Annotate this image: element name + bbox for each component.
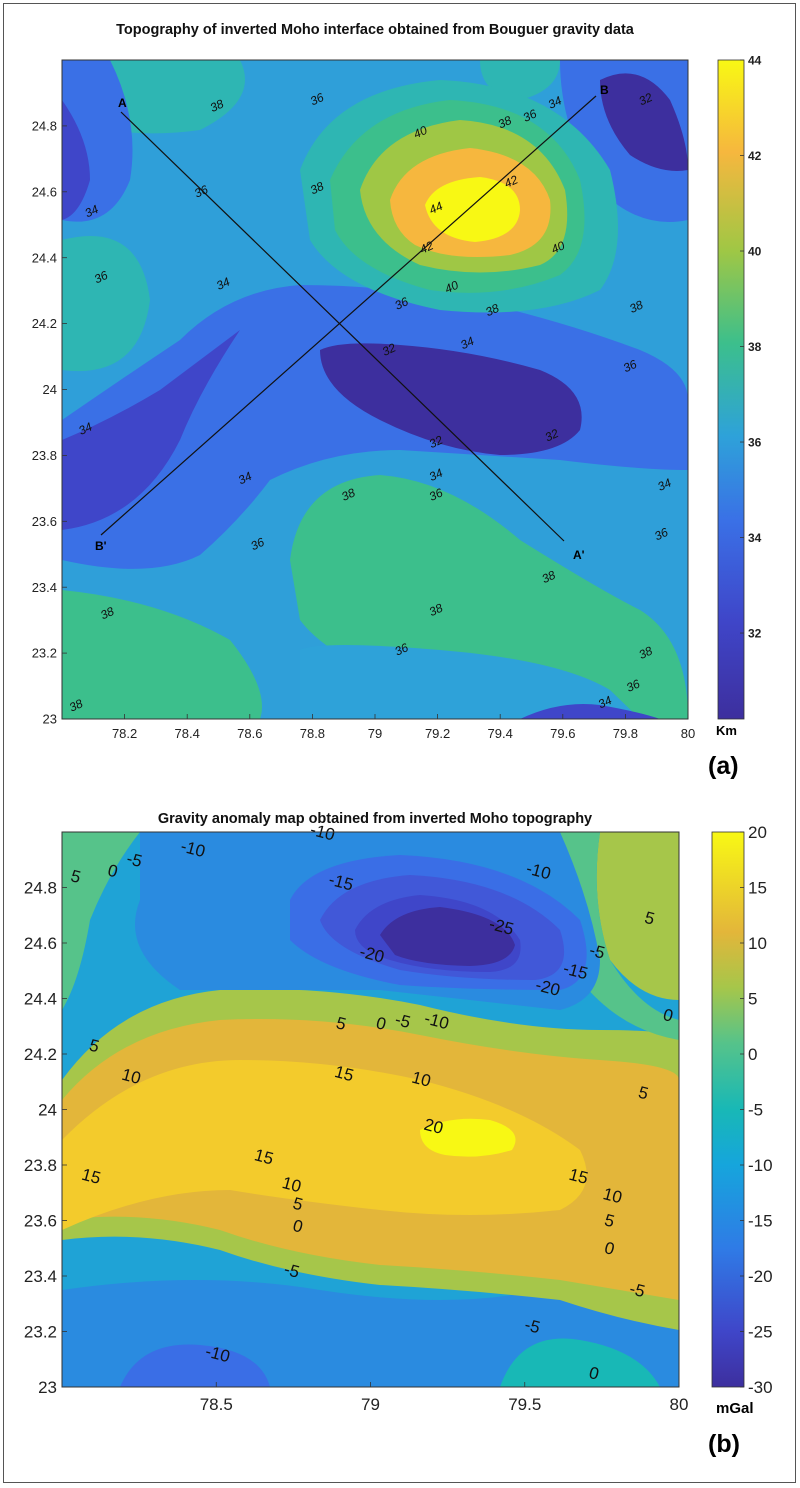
contour-label: 44 bbox=[427, 199, 445, 217]
contour-label: 38 bbox=[627, 297, 645, 315]
contour-label: 36 bbox=[427, 485, 445, 503]
x-tick-label: 79.8 bbox=[613, 726, 638, 741]
contour-label: 34 bbox=[458, 334, 476, 352]
panel-b-label: (b) bbox=[708, 1430, 740, 1458]
panel-a-contour-fill bbox=[62, 60, 688, 719]
contour-label: 34 bbox=[76, 419, 94, 437]
y-tick-label: 24.6 bbox=[32, 184, 57, 199]
y-tick-label: 23.6 bbox=[32, 514, 57, 529]
contour-label: 38 bbox=[637, 643, 655, 661]
panel-a-x-ticks: 78.2 78.4 78.6 78.8 79 79.2 79.4 79.6 79.8 80 bbox=[112, 714, 695, 741]
profile-b-end-label: B' bbox=[95, 539, 107, 553]
contour-label: 34 bbox=[596, 693, 614, 711]
y-tick-label: 24.8 bbox=[32, 118, 57, 133]
y-tick-label: 24.4 bbox=[32, 250, 57, 265]
contour-label: 36 bbox=[392, 640, 410, 658]
profile-a-line bbox=[120, 111, 565, 542]
panel-a-y-ticks: 23 23.2 23.4 23.6 23.8 24 24.2 24.4 24.6 24.8 bbox=[32, 118, 67, 727]
x-tick-label: 78.6 bbox=[237, 726, 262, 741]
x-tick-label: 78.2 bbox=[112, 726, 137, 741]
x-tick-label: 79.2 bbox=[425, 726, 450, 741]
x-tick-label: 78.4 bbox=[175, 726, 200, 741]
contour-label: 38 bbox=[496, 113, 514, 131]
panel-a-title: Topography of inverted Moho interface ob… bbox=[116, 22, 634, 38]
contour-label: 40 bbox=[411, 123, 429, 141]
x-tick-label: 79.4 bbox=[488, 726, 513, 741]
colorbar-tick-label: 36 bbox=[748, 436, 762, 450]
contour-label: 34 bbox=[214, 274, 232, 292]
panel-b-title: Gravity anomaly map obtained from invert… bbox=[157, 811, 593, 827]
contour-label: 32 bbox=[637, 90, 655, 108]
contour-label: 34 bbox=[427, 466, 445, 484]
contour-label: 36 bbox=[192, 182, 210, 200]
contour-label: 34 bbox=[655, 475, 673, 493]
x-tick-label: 79.6 bbox=[550, 726, 575, 741]
contour-label: 36 bbox=[92, 268, 110, 286]
colorbar-a-unit: Km bbox=[716, 723, 737, 738]
contour-label: 40 bbox=[549, 238, 567, 256]
contour-label: 34 bbox=[83, 202, 101, 220]
colorbar-tick-label: 44 bbox=[748, 54, 762, 68]
contour-label: 38 bbox=[98, 604, 116, 622]
contour-label: 42 bbox=[418, 238, 436, 256]
contour-label: 38 bbox=[67, 696, 85, 714]
contour-label: 36 bbox=[652, 525, 670, 543]
profile-a-end-label: A' bbox=[573, 548, 585, 562]
contour-label: 34 bbox=[236, 469, 254, 487]
colorbar-b-unit: mGal bbox=[716, 1400, 754, 1417]
x-tick-label: 80 bbox=[681, 726, 695, 741]
contour-label: 42 bbox=[502, 172, 520, 190]
contour-label: 36 bbox=[248, 535, 266, 553]
contour-label: 36 bbox=[308, 90, 326, 108]
contour-label: 32 bbox=[427, 433, 445, 451]
contour-label: 36 bbox=[392, 294, 410, 312]
colorbar-a-ticks: 32 34 36 38 40 42 44 bbox=[740, 54, 762, 641]
colorbar-tick-label: 32 bbox=[748, 627, 762, 641]
y-tick-label: 24.2 bbox=[32, 316, 57, 331]
contour-label: 32 bbox=[380, 340, 398, 358]
y-tick-label: 23.4 bbox=[32, 580, 57, 595]
y-tick-label: 23 bbox=[43, 712, 57, 727]
contour-label: 38 bbox=[540, 568, 558, 586]
contour-label: 38 bbox=[427, 601, 445, 619]
contour-label: 32 bbox=[543, 426, 561, 444]
y-tick-label: 23.8 bbox=[32, 448, 57, 463]
x-tick-label: 78.8 bbox=[300, 726, 325, 741]
colorbar-tick-label: 40 bbox=[748, 245, 762, 259]
colorbar-tick-label: 34 bbox=[748, 531, 762, 545]
contour-label: 36 bbox=[624, 676, 642, 694]
colorbar-tick-label: 38 bbox=[748, 340, 762, 354]
contour-label: 38 bbox=[208, 96, 226, 114]
profile-b-start-label: B bbox=[600, 83, 609, 97]
colorbar-tick-label: 42 bbox=[748, 149, 762, 163]
y-tick-label: 24 bbox=[43, 382, 57, 397]
panel-a-label: (a) bbox=[708, 752, 739, 780]
contour-label: 38 bbox=[339, 485, 357, 503]
figure-frame bbox=[3, 3, 796, 1483]
contour-label: 38 bbox=[308, 179, 326, 197]
colorbar-a bbox=[717, 59, 745, 720]
profile-a-start-label: A bbox=[118, 96, 127, 110]
profile-b-line bbox=[100, 95, 597, 536]
x-tick-label: 79 bbox=[368, 726, 382, 741]
y-tick-label: 23.2 bbox=[32, 646, 57, 661]
contour-label: 38 bbox=[483, 301, 501, 319]
contour-label: 40 bbox=[443, 278, 461, 296]
contour-label: 36 bbox=[521, 106, 539, 124]
contour-label: 34 bbox=[546, 93, 564, 111]
contour-label: 36 bbox=[621, 357, 639, 375]
